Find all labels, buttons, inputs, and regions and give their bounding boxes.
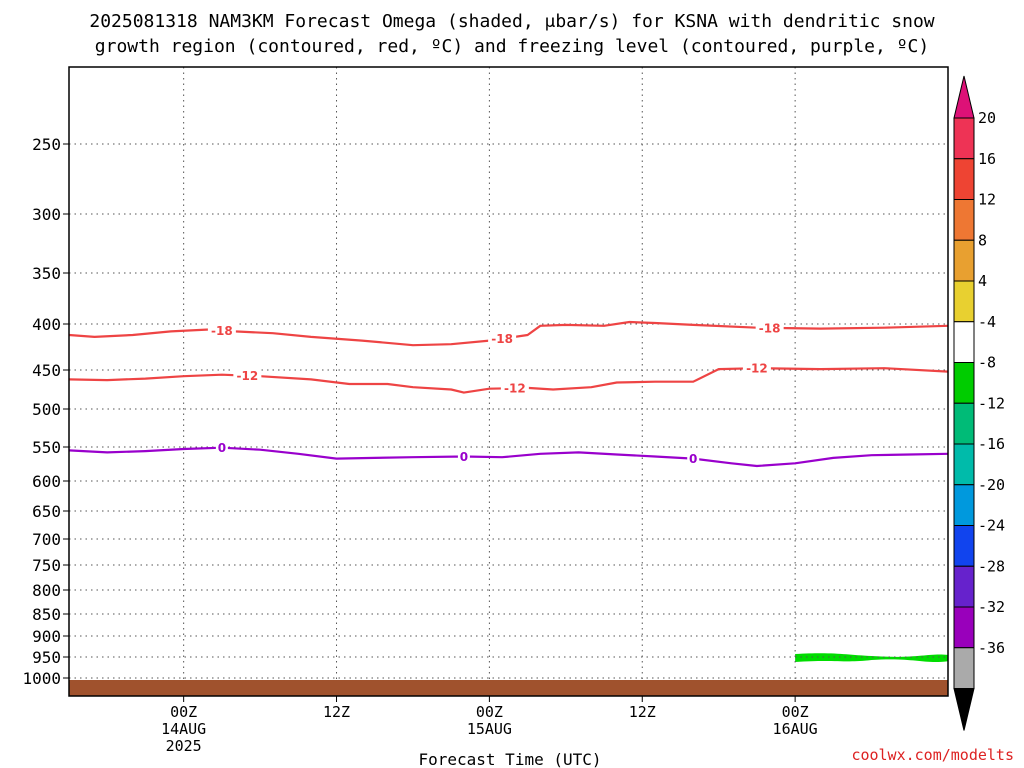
colorbar-tick-label: -28 (978, 557, 1005, 575)
contour-label-bg (457, 449, 470, 464)
colorbar-segment (953, 647, 975, 689)
contour-label-0: 0 (460, 450, 468, 464)
x-tick-label: 00Z (782, 703, 809, 721)
y-tick-label: 650 (32, 502, 61, 521)
contour-line--12 (68, 367, 949, 394)
contour-label--12: -12 (746, 362, 768, 376)
chart-title-line1: 2025081318 NAM3KM Forecast Omega (shaded… (89, 11, 934, 32)
y-tick-label: 550 (32, 438, 61, 457)
y-tick-label: 900 (32, 627, 61, 646)
y-tick-label: 500 (32, 400, 61, 419)
x-tick-label: 16AUG (773, 720, 818, 738)
colorbar-tick-label: -36 (978, 639, 1005, 657)
y-tick-label: 450 (32, 361, 61, 380)
colorbar-segment (953, 362, 975, 404)
x-tick-label: 00Z (170, 703, 197, 721)
contour-label-bg (500, 381, 529, 396)
colorbar-segment (953, 321, 975, 363)
omega-shaded-region-0 (795, 653, 948, 663)
colorbar-tick-label: -12 (978, 394, 1005, 412)
contour-label-bg (215, 440, 228, 455)
colorbar-segment (953, 443, 975, 486)
contour-label-bg (488, 331, 517, 346)
y-tick-label: 950 (32, 648, 61, 667)
y-tick-label: 800 (32, 581, 61, 600)
plot-area: 250 300 350 400 450 500 550 600 650 700 750 800 850 9… (22, 66, 949, 755)
contour-label-bg (742, 361, 771, 376)
colorbar-tick-label: -24 (978, 517, 1005, 535)
contour-line-0 (68, 446, 949, 468)
y-tick-label: 300 (32, 205, 61, 224)
contour-label-0: 0 (689, 452, 697, 466)
colorbar-top-arrow (953, 75, 975, 119)
y-tick-label: 400 (32, 315, 61, 334)
y-tick-label: 1000 (22, 669, 61, 688)
y-tick-label: 750 (32, 556, 61, 575)
colorbar-tick-label: -32 (978, 598, 1005, 616)
colorbar-segment (953, 606, 975, 649)
colorbar-tick-label: -20 (978, 476, 1005, 494)
colorbar-segment (953, 117, 975, 160)
colorbar-tick-label: 8 (978, 231, 987, 249)
colorbar-tick-label: -8 (978, 354, 996, 372)
x-tick-label: 2025 (166, 737, 202, 755)
x-tick-label: 12Z (323, 703, 350, 721)
colorbar-segment (953, 565, 975, 608)
colorbar-segment (953, 402, 975, 445)
contour-label-bg (687, 451, 700, 466)
colorbar-segment (953, 239, 975, 282)
colorbar-tick-label: 20 (978, 109, 996, 127)
contour-label--18: -18 (759, 321, 781, 335)
colorbar-segment (953, 484, 975, 526)
y-tick-label: 850 (32, 605, 61, 624)
chart-title-line2: growth region (contoured, red, ºC) and f… (95, 36, 929, 57)
x-tick-label: 12Z (629, 703, 656, 721)
y-tick-label: 250 (32, 135, 61, 154)
colorbar-segment (953, 280, 975, 323)
x-tick-label: 15AUG (467, 720, 512, 738)
colorbar-bottom-arrow (953, 688, 975, 731)
colorbar-tick-label: 4 (978, 272, 987, 290)
colorbar-tick-label: 16 (978, 150, 996, 168)
contour-label-bg (755, 320, 784, 335)
contour-label-bg (207, 323, 236, 338)
colorbar-segment (953, 199, 975, 241)
contour-label--12: -12 (504, 382, 526, 396)
colorbar-tick-label: 12 (978, 191, 996, 209)
contour-label--12: -12 (237, 369, 259, 383)
x-tick-label: 00Z (476, 703, 503, 721)
contour-label--18: -18 (211, 324, 233, 338)
colorbar-segment (953, 158, 975, 200)
x-axis-label: Forecast Time (UTC) (418, 750, 601, 768)
x-tick-label: 14AUG (161, 720, 206, 738)
y-tick-label: 600 (32, 472, 61, 491)
contour-label-0: 0 (218, 441, 226, 455)
plot-frame (68, 66, 949, 697)
colorbar-tick-label: -4 (978, 313, 996, 331)
contour-label-bg (233, 368, 262, 383)
credit-text: coolwx.com/modelts (851, 746, 1014, 764)
colorbar-tick-label: -16 (978, 435, 1005, 453)
surface-ground-band (69, 680, 948, 696)
colorbar-segment (953, 525, 975, 567)
contour-label--18: -18 (491, 332, 513, 346)
y-tick-label: 700 (32, 530, 61, 549)
colorbar: 20 16 12 8 4 -4 -8 -12 -16 -20 -24 -28 -32 -36 (953, 75, 1005, 731)
y-tick-label: 350 (32, 264, 61, 283)
